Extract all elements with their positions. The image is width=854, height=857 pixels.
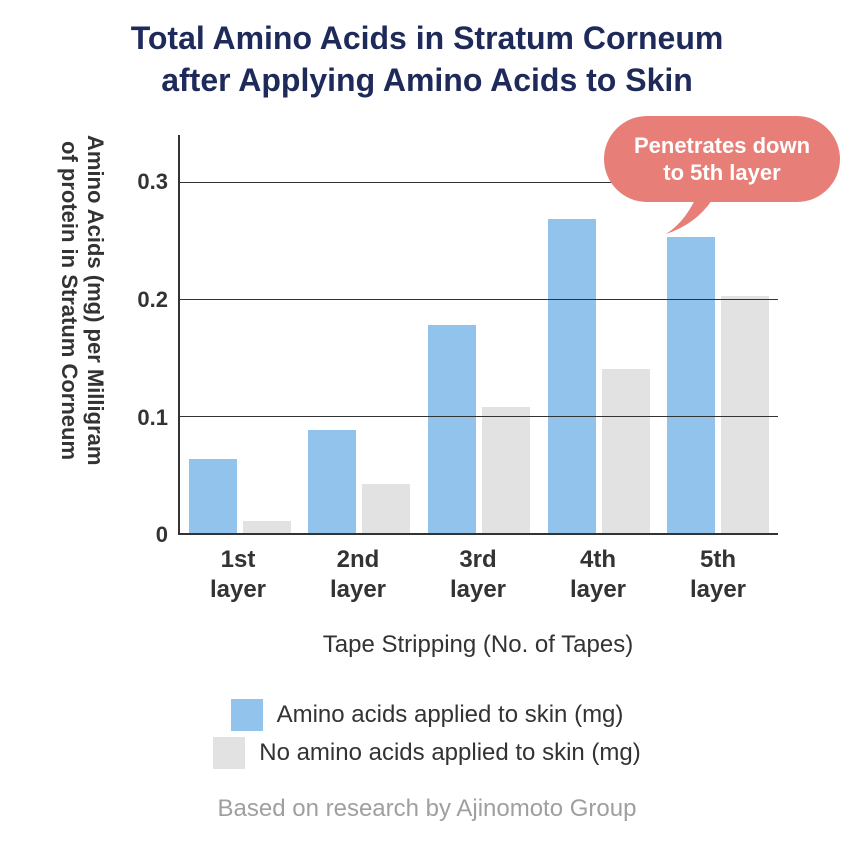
- bar: [243, 521, 291, 533]
- x-tick-label: 1stlayer: [178, 535, 298, 605]
- bar-group: [300, 135, 420, 533]
- y-tick-label: 0.3: [137, 169, 168, 195]
- x-tick-label: 3rdlayer: [418, 535, 538, 605]
- callout-bubble: Penetrates down to 5th layer: [604, 116, 840, 202]
- bar-group: [419, 135, 539, 533]
- y-axis-label: Amino Acids (mg) per Milligram of protei…: [56, 135, 108, 659]
- bar: [428, 325, 476, 533]
- callout-line2: to 5th layer: [663, 160, 780, 185]
- bar: [721, 296, 769, 534]
- legend-item-applied: Amino acids applied to skin (mg): [231, 699, 624, 731]
- bar: [362, 484, 410, 533]
- bar: [482, 407, 530, 533]
- plot-column: 0 0.1 0.2 0.3 1stlayer2ndlayer3rdlayer4thla…: [108, 135, 834, 659]
- bar: [667, 237, 715, 533]
- source-text: Based on research by Ajinomoto Group: [20, 795, 834, 823]
- y-axis-label-line1: Amino Acids (mg) per Milligram: [83, 135, 108, 465]
- x-axis-label: Tape Stripping (No. of Tapes): [178, 631, 778, 659]
- legend-label-none: No amino acids applied to skin (mg): [259, 739, 641, 767]
- legend-item-none: No amino acids applied to skin (mg): [213, 737, 641, 769]
- y-tick-label: 0: [156, 522, 168, 548]
- x-tick-label: 4thlayer: [538, 535, 658, 605]
- y-tick-label: 0.2: [137, 287, 168, 313]
- x-ticks: 1stlayer2ndlayer3rdlayer4thlayer5thlayer: [178, 535, 778, 605]
- y-ticks: 00.10.20.3: [108, 135, 178, 535]
- gridline: [178, 533, 778, 534]
- bar: [189, 459, 237, 533]
- chart-title: Total Amino Acids in Stratum Corneum aft…: [20, 18, 834, 101]
- bar: [602, 369, 650, 533]
- y-tick-label: 0.1: [137, 405, 168, 431]
- callout-line1: Penetrates down: [634, 133, 810, 158]
- chart-title-line2: after Applying Amino Acids to Skin: [161, 62, 693, 98]
- chart-page: Total Amino Acids in Stratum Corneum aft…: [0, 0, 854, 857]
- y-axis-label-line2: of protein in Stratum Corneum: [57, 141, 82, 460]
- legend-swatch-applied: [231, 699, 263, 731]
- chart-title-line1: Total Amino Acids in Stratum Corneum: [131, 20, 724, 56]
- gridline: [178, 416, 778, 417]
- bar-group: [180, 135, 300, 533]
- legend: Amino acids applied to skin (mg) No amin…: [20, 699, 834, 769]
- x-tick-label: 5thlayer: [658, 535, 778, 605]
- legend-swatch-none: [213, 737, 245, 769]
- bar: [308, 430, 356, 533]
- legend-label-applied: Amino acids applied to skin (mg): [277, 701, 624, 729]
- bar: [548, 219, 596, 533]
- gridline: [178, 299, 778, 300]
- x-tick-label: 2ndlayer: [298, 535, 418, 605]
